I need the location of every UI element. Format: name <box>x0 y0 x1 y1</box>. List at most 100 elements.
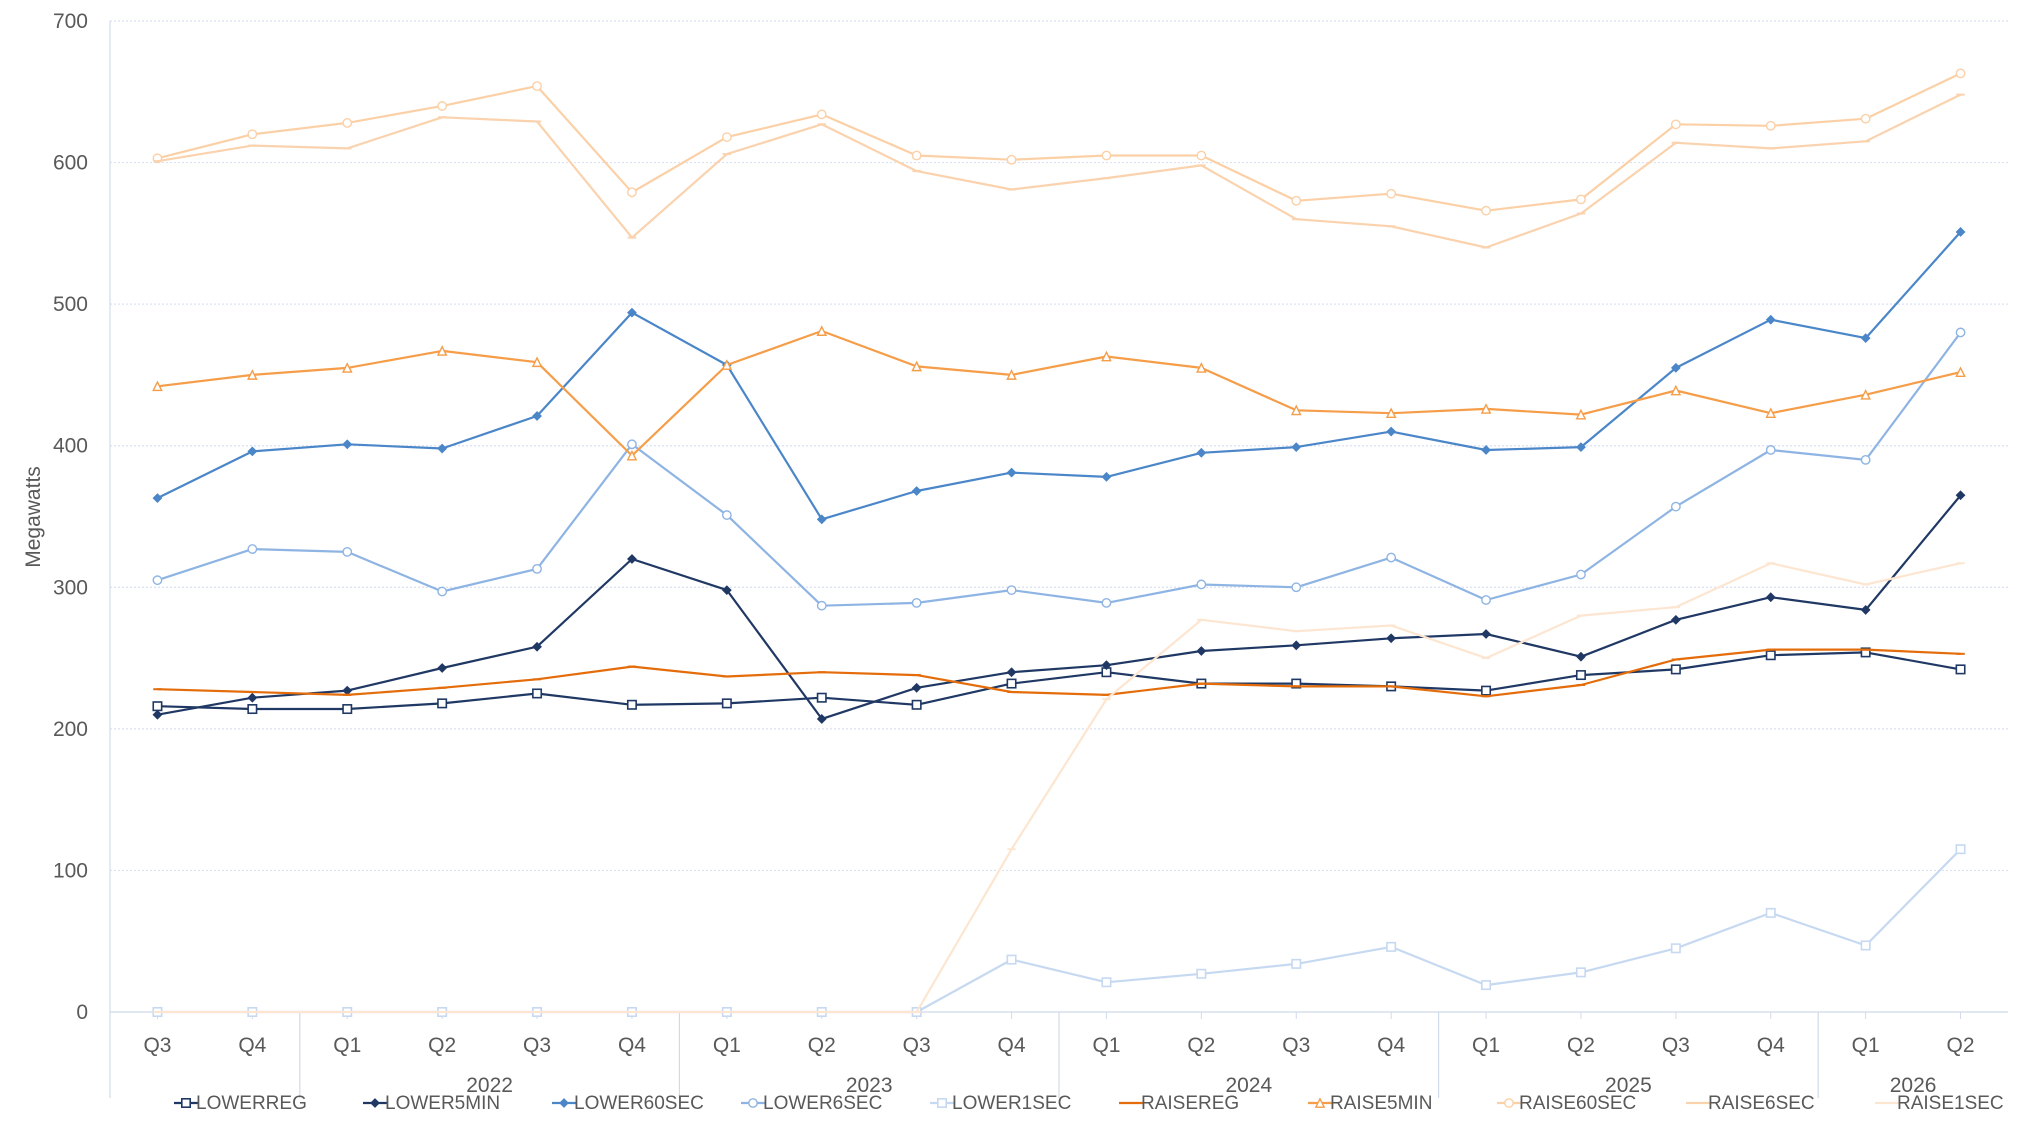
data-point-lowerreg <box>626 699 637 710</box>
data-point-lower6sec <box>532 563 542 574</box>
data-point-lower6sec <box>1860 454 1871 465</box>
data-point-lower6sec <box>437 586 448 597</box>
data-point-raise60sec <box>1291 195 1302 206</box>
data-point-raise60sec <box>1576 194 1586 205</box>
data-point-raise5min <box>1101 350 1112 362</box>
data-point-lowerreg <box>247 704 258 715</box>
series-group <box>152 68 1966 1017</box>
data-point-lower60sec <box>1101 471 1112 482</box>
data-point-lower5min <box>152 709 163 720</box>
y-tick-label: 0 <box>76 1001 88 1024</box>
data-point-lower60sec <box>1860 333 1871 344</box>
data-point-lower60sec <box>437 443 448 454</box>
x-tick-label: Q4 <box>1757 1034 1785 1057</box>
series-raisereg <box>153 648 1965 698</box>
data-point-raise5min <box>1290 404 1302 416</box>
series-raise5min <box>152 325 1966 461</box>
data-point-raise5min <box>247 369 258 380</box>
x-tick-label: Q1 <box>1472 1034 1500 1057</box>
legend: LOWERREG LOWER5MIN LOWER60SEC LOWER6SEC LOWE… <box>174 1093 2004 1114</box>
legend-item-lower60sec: LOWER60SEC <box>552 1093 704 1114</box>
y-axis-title: Megawatts <box>22 466 45 568</box>
x-tick-label: Q3 <box>903 1034 931 1057</box>
series-line-raise1sec <box>157 562 1961 1014</box>
data-point-raise5min <box>626 449 638 461</box>
legend-label-raisereg: RAISEREG <box>1141 1093 1239 1114</box>
series-line-raise5min <box>157 329 1961 457</box>
data-point-lower5min <box>1670 614 1681 625</box>
data-point-raise60sec <box>342 118 353 128</box>
data-point-raise60sec <box>437 101 448 111</box>
x-tick-label: Q4 <box>1377 1034 1405 1057</box>
data-point-lower1sec <box>1006 954 1017 965</box>
data-point-lowerreg <box>816 692 827 703</box>
data-point-lowerreg <box>1575 670 1586 681</box>
y-tick-label: 300 <box>53 576 88 599</box>
x-tick-label: Q3 <box>143 1034 171 1057</box>
data-point-raise60sec <box>911 150 922 161</box>
legend-marker-raise60sec <box>1504 1098 1514 1108</box>
data-point-lower5min <box>816 714 827 724</box>
year-label: 2023 <box>846 1074 893 1097</box>
data-point-lower60sec <box>1006 467 1017 478</box>
series-lower60sec <box>152 227 1966 525</box>
series-raise60sec <box>152 68 1966 216</box>
legend-label-raise5min: RAISE5MIN <box>1330 1093 1432 1114</box>
data-point-lower5min <box>911 682 922 693</box>
data-point-raise60sec <box>1386 188 1397 199</box>
series-lowerreg <box>152 647 1966 715</box>
data-point-lower1sec <box>1860 940 1871 951</box>
data-point-lower6sec <box>1006 585 1017 596</box>
data-point-raise5min <box>816 325 828 336</box>
data-point-lower5min <box>1386 633 1397 644</box>
data-point-raise5min <box>911 360 922 372</box>
data-point-lowerreg <box>342 704 353 715</box>
data-point-lower6sec <box>911 597 922 608</box>
data-point-lower6sec <box>816 600 827 611</box>
data-point-raise60sec <box>1955 68 1966 79</box>
data-point-lower6sec <box>1955 327 1966 338</box>
data-point-lowerreg <box>1955 664 1966 675</box>
series-line-raisereg <box>157 648 1961 698</box>
data-point-lowerreg <box>911 699 922 710</box>
legend-marker-lower60sec <box>559 1098 569 1108</box>
y-tick-label: 500 <box>53 293 88 316</box>
data-point-raise5min <box>436 345 448 356</box>
legend-label-raise6sec: RAISE6SEC <box>1708 1093 1815 1114</box>
data-point-lower60sec <box>1386 426 1397 437</box>
legend-label-lower5min: LOWER5MIN <box>385 1093 500 1114</box>
data-point-lower6sec <box>152 575 163 586</box>
legend-item-lower6sec: LOWER6SEC <box>741 1093 882 1114</box>
data-point-lower5min <box>1576 651 1586 662</box>
data-point-lower60sec <box>1765 314 1776 325</box>
data-point-lower5min <box>627 554 637 564</box>
x-tick-label: Q1 <box>713 1034 741 1057</box>
series-line-lower60sec <box>156 231 1962 521</box>
data-point-lower60sec <box>816 514 827 525</box>
legend-item-lowerreg: LOWERREG <box>174 1093 307 1114</box>
data-point-lower60sec <box>152 493 163 504</box>
data-point-lower6sec <box>247 544 258 554</box>
data-point-lower6sec <box>1481 595 1491 605</box>
data-point-raise5min <box>1860 388 1871 400</box>
data-point-lower5min <box>1955 490 1966 501</box>
data-point-lower6sec <box>1101 597 1112 608</box>
legend-marker-lowerreg <box>181 1098 192 1109</box>
x-tick-label: Q4 <box>998 1034 1026 1057</box>
data-point-lower5min <box>437 663 448 673</box>
legend-item-raise6sec: RAISE6SEC <box>1686 1093 1815 1114</box>
data-point-raise5min <box>1385 407 1397 419</box>
data-point-lower6sec <box>1196 579 1207 590</box>
data-point-lower5min <box>721 585 732 596</box>
data-point-lowerreg <box>532 688 543 699</box>
y-tick-label: 200 <box>53 718 88 741</box>
data-point-raise5min <box>1575 408 1587 420</box>
data-point-lower5min <box>1860 605 1871 615</box>
legend-marker-lower1sec <box>936 1098 947 1109</box>
year-label: 2022 <box>466 1074 513 1097</box>
data-point-raise5min <box>1006 369 1017 380</box>
data-point-lowerreg <box>721 698 732 709</box>
data-point-lowerreg <box>1291 678 1302 689</box>
x-tick-label: Q3 <box>1282 1034 1310 1057</box>
